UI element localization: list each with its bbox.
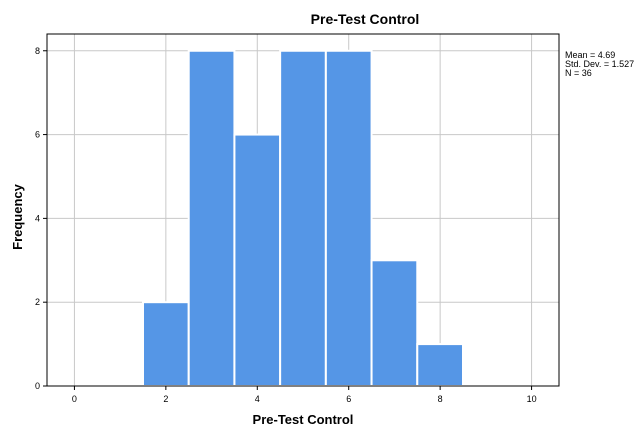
histogram-bar — [416, 343, 464, 388]
histogram-bar — [187, 49, 236, 388]
histogram-bar — [233, 133, 282, 387]
histogram-bar — [142, 301, 190, 388]
y-axis-ticks: 0 2 4 6 8 — [35, 46, 47, 391]
y-tick-label: 4 — [35, 213, 40, 223]
bars — [142, 49, 464, 388]
y-axis-label: Frequency — [10, 183, 25, 250]
stat-std-dev: Std. Dev. = 1.527 — [565, 59, 634, 69]
x-axis-ticks: 0 2 4 6 8 10 — [72, 386, 537, 404]
x-tick-label: 2 — [163, 394, 168, 404]
plot-frame — [46, 33, 560, 387]
y-tick-label: 6 — [35, 130, 40, 140]
x-tick-label: 6 — [346, 394, 351, 404]
x-tick-label: 0 — [72, 394, 77, 404]
stat-mean: Mean = 4.69 — [565, 50, 615, 60]
histogram-bar — [279, 49, 327, 388]
x-tick-label: 10 — [527, 394, 537, 404]
x-axis-label: Pre-Test Control — [253, 412, 354, 427]
stat-n: N = 36 — [565, 68, 592, 78]
histogram-bar — [324, 49, 373, 388]
y-tick-label: 2 — [35, 297, 40, 307]
chart-title: Pre-Test Control — [311, 11, 420, 27]
y-tick-label: 8 — [35, 46, 40, 56]
histogram-bar — [370, 259, 419, 387]
y-tick-label: 0 — [35, 381, 40, 391]
x-tick-label: 4 — [255, 394, 260, 404]
x-tick-label: 8 — [438, 394, 443, 404]
stats-legend: Mean = 4.69 Std. Dev. = 1.527 N = 36 — [565, 50, 634, 78]
